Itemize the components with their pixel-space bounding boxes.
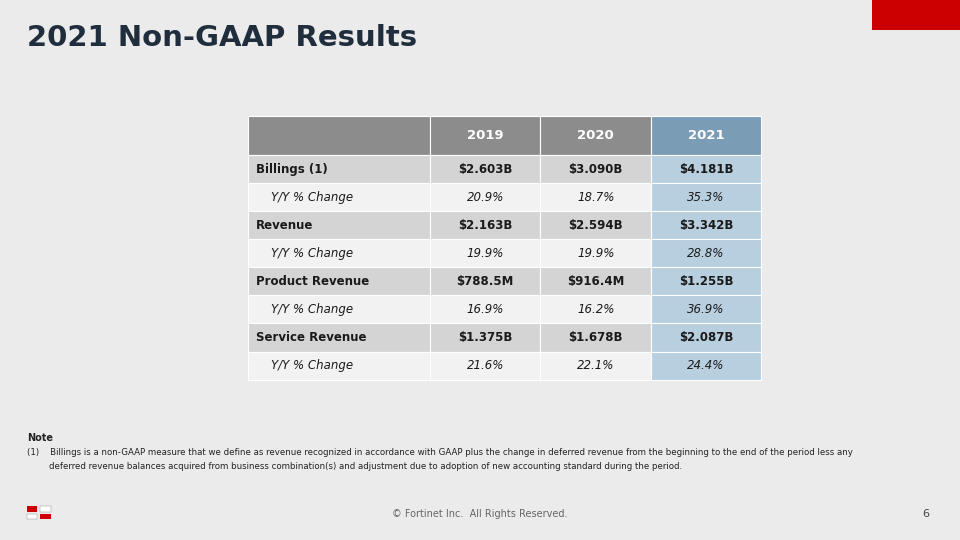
Text: $3.342B: $3.342B [679,219,733,232]
FancyBboxPatch shape [540,183,651,211]
FancyBboxPatch shape [248,155,430,183]
Text: Y/Y % Change: Y/Y % Change [256,303,353,316]
Text: 2021 Non-GAAP Results: 2021 Non-GAAP Results [27,24,417,52]
FancyBboxPatch shape [430,267,540,295]
FancyBboxPatch shape [27,514,37,519]
FancyBboxPatch shape [248,352,430,380]
FancyBboxPatch shape [248,323,430,352]
Text: 2020: 2020 [577,129,614,142]
Text: Billings (1): Billings (1) [256,163,328,176]
Text: $2.163B: $2.163B [458,219,513,232]
Text: 22.1%: 22.1% [577,359,614,372]
Text: 36.9%: 36.9% [687,303,725,316]
Text: 24.4%: 24.4% [687,359,725,372]
Text: 2021: 2021 [687,129,725,142]
Text: $1.255B: $1.255B [679,275,733,288]
Text: 35.3%: 35.3% [687,191,725,204]
Text: Note: Note [27,433,53,443]
Text: Service Revenue: Service Revenue [256,331,367,344]
Text: Revenue: Revenue [256,219,314,232]
FancyBboxPatch shape [540,267,651,295]
FancyBboxPatch shape [540,352,651,380]
Text: $2.594B: $2.594B [568,219,623,232]
FancyBboxPatch shape [651,183,761,211]
Text: Y/Y % Change: Y/Y % Change [256,191,353,204]
Text: 19.9%: 19.9% [467,247,504,260]
Text: Y/Y % Change: Y/Y % Change [256,247,353,260]
FancyBboxPatch shape [430,183,540,211]
Text: $2.603B: $2.603B [458,163,513,176]
FancyBboxPatch shape [248,211,430,239]
Text: © Fortinet Inc.  All Rights Reserved.: © Fortinet Inc. All Rights Reserved. [393,509,567,519]
FancyBboxPatch shape [248,239,430,267]
FancyBboxPatch shape [540,295,651,323]
FancyBboxPatch shape [540,116,651,155]
Text: deferred revenue balances acquired from business combination(s) and adjustment d: deferred revenue balances acquired from … [27,462,682,471]
FancyBboxPatch shape [430,295,540,323]
FancyBboxPatch shape [430,239,540,267]
FancyBboxPatch shape [651,239,761,267]
Text: 28.8%: 28.8% [687,247,725,260]
Text: 18.7%: 18.7% [577,191,614,204]
Text: $4.181B: $4.181B [679,163,733,176]
Text: $1.678B: $1.678B [568,331,623,344]
Text: $916.4M: $916.4M [567,275,624,288]
Text: 6: 6 [923,509,929,519]
FancyBboxPatch shape [248,183,430,211]
FancyBboxPatch shape [248,295,430,323]
Text: 19.9%: 19.9% [577,247,614,260]
Text: 21.6%: 21.6% [467,359,504,372]
FancyBboxPatch shape [430,155,540,183]
FancyBboxPatch shape [430,211,540,239]
FancyBboxPatch shape [651,323,761,352]
FancyBboxPatch shape [540,239,651,267]
FancyBboxPatch shape [430,352,540,380]
FancyBboxPatch shape [248,116,430,155]
Text: $1.375B: $1.375B [458,331,513,344]
FancyBboxPatch shape [540,155,651,183]
Text: Y/Y % Change: Y/Y % Change [256,359,353,372]
FancyBboxPatch shape [248,267,430,295]
Text: 2019: 2019 [467,129,504,142]
FancyBboxPatch shape [540,323,651,352]
FancyBboxPatch shape [651,116,761,155]
FancyBboxPatch shape [651,295,761,323]
Text: $2.087B: $2.087B [679,331,733,344]
FancyBboxPatch shape [430,323,540,352]
Text: 16.2%: 16.2% [577,303,614,316]
FancyBboxPatch shape [40,506,51,512]
Text: Product Revenue: Product Revenue [256,275,370,288]
Text: (1)    Billings is a non-GAAP measure that we define as revenue recognized in ac: (1) Billings is a non-GAAP measure that … [27,448,852,457]
FancyBboxPatch shape [651,211,761,239]
Text: 16.9%: 16.9% [467,303,504,316]
FancyBboxPatch shape [430,116,540,155]
Text: 20.9%: 20.9% [467,191,504,204]
Text: $788.5M: $788.5M [457,275,514,288]
FancyBboxPatch shape [40,514,51,519]
FancyBboxPatch shape [27,506,37,512]
FancyBboxPatch shape [540,211,651,239]
FancyBboxPatch shape [651,267,761,295]
FancyBboxPatch shape [651,352,761,380]
Text: $3.090B: $3.090B [568,163,623,176]
FancyBboxPatch shape [651,155,761,183]
FancyBboxPatch shape [872,0,960,30]
